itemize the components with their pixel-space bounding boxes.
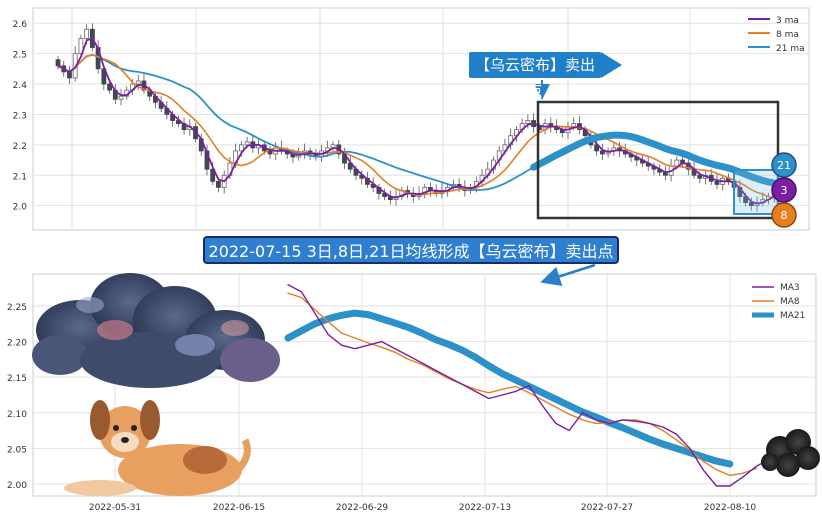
badge-21: 21 [771,152,797,178]
y-tick-label: 2.20 [7,339,27,349]
y-tick-label: 2.1 [13,172,27,182]
smoke-puff-illustration [761,429,820,477]
legend-3ma: 3 ma [776,16,799,26]
y-tick-label: 2.4 [13,81,28,91]
candlestick-panel: 2.0 2.1 2.2 2.3 2.4 2.5 2.6 3 ma 8 ma 21 ma 21… [13,7,810,231]
candle-body [118,95,124,100]
candle-body [107,83,112,91]
ma-line-3 [57,37,781,205]
svg-text:8: 8 [781,209,788,222]
x-tick-label: 2022-08-10 [704,503,757,513]
y-tick-label: 2.05 [7,445,27,455]
y-tick-label: 2.25 [7,303,27,313]
y-tick-label: 2.3 [13,111,27,121]
dog-illustration [64,400,251,496]
bottom-x-tick-labels: 2022-05-31 2022-06-15 2022-06-29 2022-07-13… [89,503,757,513]
storm-cloud-illustration [32,273,280,388]
candle-body [55,59,61,67]
top-y-tick-labels: 2.0 2.1 2.2 2.3 2.4 2.5 2.6 [13,20,28,212]
moving-average-lines [57,37,784,205]
bottom-legend: MA3 MA8 MA21 [752,283,805,321]
y-tick-label: 2.00 [7,481,27,491]
mid-callout-pointer [540,263,596,286]
top-callout-label: 【乌云密布】卖出点 [469,52,601,100]
candle-body [599,150,605,155]
candle-body [78,38,84,55]
candle-body [697,174,703,179]
mid-callout-label: 2022-07-15 3日,8日,21日均线形成【乌云密布】卖出点 [203,236,619,264]
top-legend: 3 ma 8 ma 21 ma [748,16,805,54]
y-tick-label: 2.6 [13,20,28,30]
candle-body [84,28,90,39]
y-tick-label: 2.15 [7,374,27,384]
legend-ma21: MA21 [780,311,805,321]
candle-body [525,120,531,124]
bottom-y-tick-labels: 2.00 2.05 2.10 2.15 2.20 2.25 [7,303,27,491]
candle-body [714,180,720,185]
ma-21-highlight [530,131,784,188]
y-tick-label: 2.0 [13,203,28,213]
series-ma3 [287,284,771,487]
candle-body [244,141,250,146]
x-tick-label: 2022-07-13 [459,503,511,513]
legend-21ma: 21 ma [776,44,805,54]
callout-arrow-head [601,52,622,78]
candle-body [135,80,141,85]
series-ma8 [287,292,758,477]
y-tick-label: 2.5 [13,51,27,61]
legend-ma8: MA8 [780,297,800,307]
candle-body [571,123,577,128]
legend-8ma: 8 ma [776,30,799,40]
legend-ma3: MA3 [780,283,800,293]
x-tick-label: 2022-05-31 [89,503,141,513]
svg-text:3: 3 [781,184,788,197]
signal-point-box [733,169,779,215]
series-ma21 [284,309,734,468]
y-tick-label: 2.10 [7,410,27,420]
badge-8: 8 [771,202,797,228]
candle-body [267,150,273,155]
candle-body [216,180,221,188]
svg-text:21: 21 [777,159,791,172]
x-tick-label: 2022-07-27 [581,503,633,513]
x-tick-label: 2022-06-15 [213,503,265,513]
candle-body [748,202,754,207]
top-gridlines [33,8,809,230]
ma-series-lines [284,284,771,487]
candle-body [238,144,244,152]
y-tick-label: 2.2 [13,142,27,152]
x-tick-label: 2022-06-29 [336,503,389,513]
badge-3: 3 [771,177,797,203]
